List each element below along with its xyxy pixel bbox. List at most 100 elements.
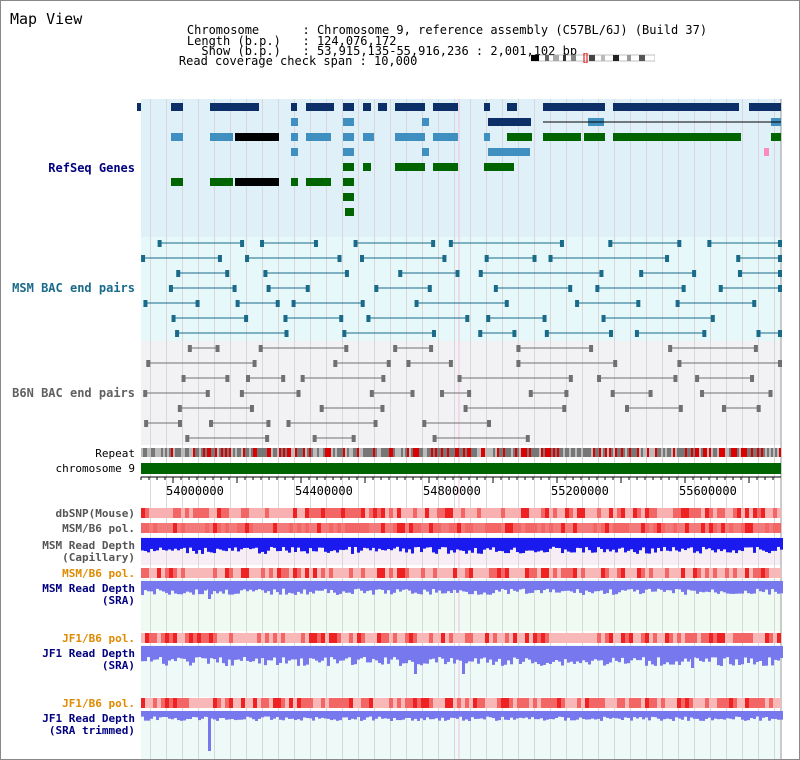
grid-line <box>262 99 263 759</box>
refseq-gene <box>395 133 425 141</box>
polymorphism-bin <box>473 508 477 518</box>
chromosome-ideogram[interactable] <box>531 53 655 63</box>
read-depth-bin <box>336 581 339 595</box>
repeat-segment <box>493 448 495 457</box>
read-depth-bin <box>579 646 582 664</box>
polymorphism-bin <box>613 633 617 643</box>
read-depth-bin <box>768 581 771 595</box>
read-depth-bin <box>729 711 732 719</box>
repeat-segment <box>341 448 343 457</box>
read-depth-bin <box>648 538 651 554</box>
show-label: Show (b.p.) <box>201 44 281 58</box>
msm-bac-pair-end <box>431 240 436 247</box>
read-depth-bin <box>324 646 327 658</box>
read-depth-bin <box>507 538 510 554</box>
b6n-bac-pair-end <box>673 375 678 382</box>
repeat-segment <box>285 448 287 457</box>
grid-line <box>518 99 519 759</box>
polymorphism-bin <box>373 633 377 643</box>
repeat-segment <box>221 448 223 457</box>
polymorphism-bin <box>217 698 221 708</box>
polymorphism-bin <box>313 633 317 643</box>
repeat-segment <box>767 448 769 457</box>
polymorphism-bin <box>625 568 629 578</box>
polymorphism-bin <box>433 568 437 578</box>
read-depth-bin <box>453 646 456 664</box>
repeat-segment <box>661 448 663 457</box>
read-depth-bin <box>498 711 501 721</box>
read-depth-bin <box>474 581 477 591</box>
read-depth-bin <box>540 581 543 594</box>
refseq-gene <box>433 133 458 141</box>
polymorphism-bin <box>405 523 409 533</box>
polymorphism-bin <box>621 633 625 643</box>
read-depth-bin <box>654 538 657 553</box>
polymorphism-bin <box>729 698 733 708</box>
polymorphism-bin <box>593 633 597 643</box>
polymorphism-bin <box>305 523 309 533</box>
repeat-segment <box>441 448 443 457</box>
read-depth-bin <box>726 711 729 719</box>
grid-line <box>294 99 295 759</box>
read-depth-bin <box>738 581 741 594</box>
polymorphism-bin <box>557 523 561 533</box>
b6n-bac-pair-end <box>700 390 705 397</box>
polymorphism-bin <box>397 698 401 708</box>
polymorphism-bin <box>621 698 625 708</box>
read-depth-bin <box>486 538 489 549</box>
polymorphism-bin <box>357 698 361 708</box>
read-depth-bin <box>531 538 534 551</box>
polymorphism-bin <box>721 698 725 708</box>
read-depth-bin <box>600 581 603 591</box>
polymorphism-bin <box>693 508 697 518</box>
read-depth-bin <box>663 646 666 665</box>
read-depth-bin <box>318 646 321 663</box>
polymorphism-bin <box>549 523 553 533</box>
b6n-bac-pair-end <box>296 390 301 397</box>
polymorphism-bin <box>145 568 149 578</box>
polymorphism-bin <box>777 508 781 518</box>
read-depth-bin <box>675 646 678 662</box>
read-depth-bin <box>339 581 342 594</box>
polymorphism-bin <box>573 568 577 578</box>
length-label: Length (b.p.) <box>186 34 281 48</box>
repeat-segment <box>709 448 711 457</box>
polymorphism-bin <box>329 633 333 643</box>
polymorphism-bin <box>225 698 229 708</box>
polymorphism-bin <box>509 633 513 643</box>
repeat-segment <box>209 448 211 457</box>
repeat-segment <box>195 448 197 457</box>
read-depth-bin <box>411 581 414 594</box>
b6n-bac-pair-end <box>528 390 533 397</box>
read-depth-bin <box>327 538 330 553</box>
repeat-segment <box>763 448 765 457</box>
read-depth-bin <box>588 581 591 592</box>
read-depth-bin <box>468 538 471 551</box>
read-depth-bin <box>357 646 360 660</box>
msm-bac-pair-end <box>366 315 371 322</box>
read-depth-bin <box>702 581 705 593</box>
read-depth-bin <box>270 711 273 720</box>
polymorphism-bin <box>173 698 177 708</box>
polymorphism-bin <box>493 698 497 708</box>
msm-bac-pair-end <box>681 285 686 292</box>
polymorphism-bin <box>229 633 233 643</box>
polymorphism-bin <box>569 508 573 518</box>
read-depth-bin <box>714 711 717 719</box>
repeat-segment <box>383 448 385 457</box>
read-depth-bin <box>171 538 174 551</box>
read-depth-bin <box>285 711 288 718</box>
read-depth-bin <box>546 581 549 589</box>
repeat-segment <box>217 448 219 457</box>
read-depth-bin <box>429 538 432 548</box>
polymorphism-bin <box>249 568 253 578</box>
polymorphism-bin <box>261 633 265 643</box>
repeat-segment <box>293 448 295 457</box>
polymorphism-bin <box>193 508 197 518</box>
repeat-segment <box>427 448 429 457</box>
msm-bac-pair-end <box>291 300 296 307</box>
polymorphism-bin <box>257 633 261 643</box>
read-depth-bin <box>696 646 699 659</box>
read-depth-bin <box>651 711 654 717</box>
